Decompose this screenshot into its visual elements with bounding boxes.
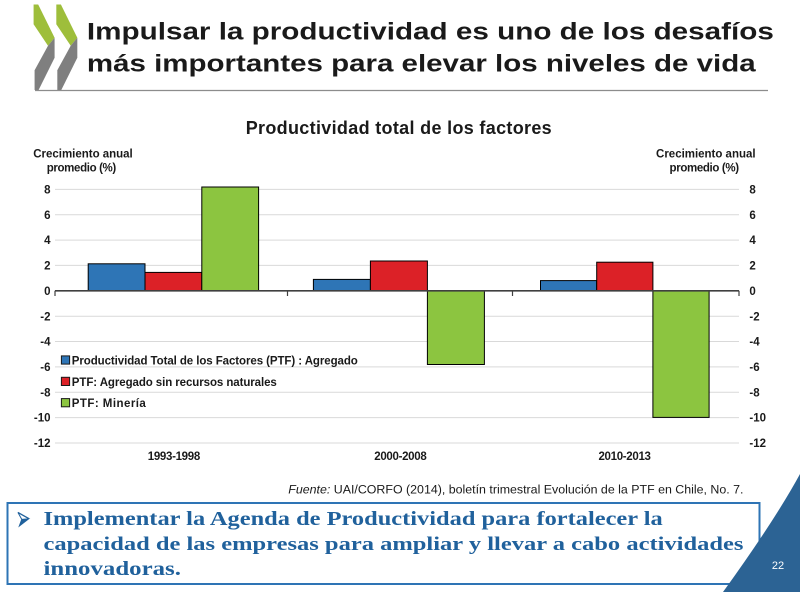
- svg-text:2000-2008: 2000-2008: [374, 451, 427, 463]
- svg-text:-12: -12: [34, 438, 51, 450]
- svg-text:Crecimiento anual: Crecimiento anual: [33, 149, 133, 161]
- svg-text:Productividad Total de los Fac: Productividad Total de los Factores (PTF…: [72, 355, 358, 367]
- svg-text:8: 8: [44, 185, 51, 197]
- svg-text:4: 4: [44, 235, 51, 247]
- svg-text:capacidad de las empresas para: capacidad de las empresas para ampliar y…: [44, 532, 744, 554]
- svg-text:innovadoras.: innovadoras.: [44, 557, 181, 579]
- svg-text:2: 2: [44, 261, 50, 273]
- svg-text:-8: -8: [749, 387, 760, 399]
- svg-text:1993-1998: 1993-1998: [148, 451, 201, 463]
- svg-text:-10: -10: [34, 413, 51, 425]
- svg-text:-4: -4: [40, 337, 51, 349]
- svg-text:-6: -6: [749, 362, 759, 374]
- svg-text:Crecimiento anual: Crecimiento anual: [656, 149, 756, 161]
- svg-text:-8: -8: [40, 387, 51, 399]
- svg-text:-2: -2: [749, 311, 759, 323]
- svg-text:Fuente: UAI/CORFO (2014), bole: Fuente: UAI/CORFO (2014), boletín trimes…: [288, 483, 743, 497]
- svg-text:-12: -12: [749, 438, 766, 450]
- svg-text:Impulsar la productividad es u: Impulsar la productividad es uno de los …: [87, 18, 774, 45]
- svg-text:-2: -2: [40, 311, 50, 323]
- svg-text:promedio (%): promedio (%): [670, 163, 740, 175]
- svg-text:2: 2: [749, 261, 755, 273]
- svg-text:0: 0: [749, 286, 755, 298]
- svg-text:Implementar la Agenda de Produ: Implementar la Agenda de Productividad p…: [44, 507, 663, 529]
- svg-text:-10: -10: [749, 413, 766, 425]
- svg-text:Productividad total de los fac: Productividad total de los factores: [246, 118, 552, 138]
- svg-text:0: 0: [44, 286, 50, 298]
- svg-text:-6: -6: [40, 362, 50, 374]
- svg-text:22: 22: [772, 560, 784, 572]
- svg-text:PTF: Agregado sin recursos nat: PTF: Agregado sin recursos naturales: [72, 377, 277, 389]
- svg-text:4: 4: [749, 235, 756, 247]
- svg-text:6: 6: [44, 210, 50, 222]
- svg-text:promedio (%): promedio (%): [47, 163, 117, 175]
- svg-text:más importantes para elevar lo: más importantes para elevar los niveles …: [87, 50, 757, 77]
- svg-text:-4: -4: [749, 337, 760, 349]
- svg-text:2010-2013: 2010-2013: [598, 451, 651, 463]
- svg-text:PTF: Minería: PTF: Minería: [72, 398, 147, 410]
- svg-text:8: 8: [749, 185, 756, 197]
- svg-text:6: 6: [749, 210, 755, 222]
